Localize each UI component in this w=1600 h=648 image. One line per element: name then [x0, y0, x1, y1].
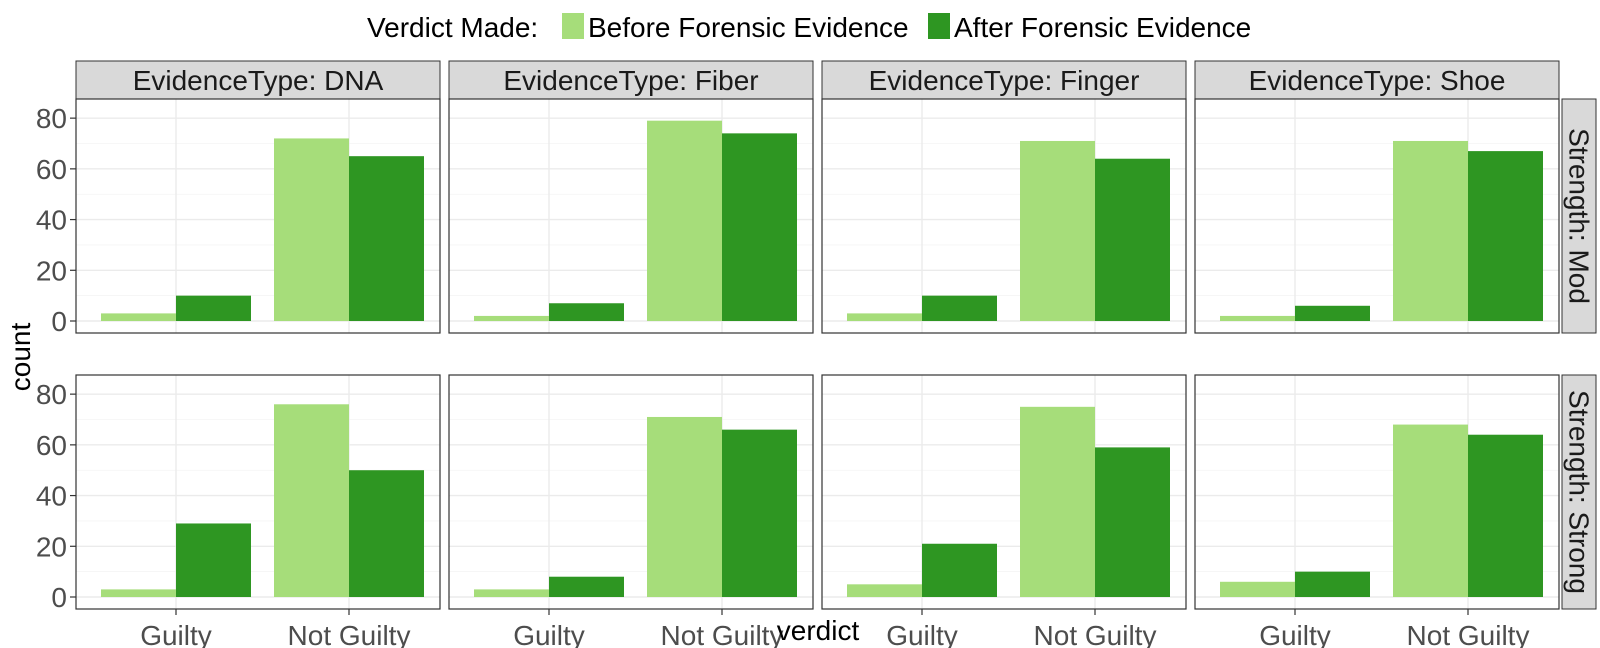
bar-before-forensic-evidence-not-guilty: [1020, 140, 1095, 321]
legend-swatch-after: [928, 13, 950, 39]
bar-before-forensic-evidence-guilty: [1220, 315, 1295, 321]
strip-label: EvidenceType: Shoe: [1249, 65, 1506, 96]
strip-label: EvidenceType: Fiber: [503, 65, 758, 96]
strip-label: Strength: Mod: [1564, 128, 1595, 304]
x-tick-label: Not Guilty: [1034, 620, 1157, 648]
bar-after-forensic-evidence-guilty: [176, 295, 251, 321]
y-tick-label: 80: [36, 103, 67, 134]
bar-before-forensic-evidence-guilty: [847, 313, 922, 321]
bar-after-forensic-evidence-not-guilty: [722, 133, 797, 321]
bar-before-forensic-evidence-not-guilty: [274, 138, 349, 321]
panel-evidencetype-dna-strength-mod: 0 20 40 60 80: [36, 98, 441, 337]
x-tick-label: Guilty: [513, 620, 585, 648]
strip-background: [1561, 374, 1597, 610]
panel-border: [1194, 98, 1560, 334]
strip-background: [1561, 98, 1597, 334]
x-tick-label: Not Guilty: [1407, 620, 1530, 648]
panel-evidencetype-finger-strength-mod: [821, 98, 1187, 334]
y-tick-label: 40: [36, 481, 67, 512]
x-axis-title: verdict: [777, 615, 860, 646]
x-tick-label: Guilty: [1259, 620, 1331, 648]
y-tick-label: 20: [36, 255, 67, 286]
bar-before-forensic-evidence-guilty: [474, 315, 549, 321]
panel-evidencetype-finger-strength-strong: Guilty Not Guilty: [821, 374, 1187, 648]
y-tick-label: 0: [51, 582, 67, 613]
strip-strength-strong: Strength: Strong: [1561, 374, 1597, 610]
legend-swatch-before: [562, 13, 584, 39]
bar-after-forensic-evidence-guilty: [176, 523, 251, 597]
panels-area: EvidenceType: DNA EvidenceType: Fiber Evid…: [36, 60, 1597, 648]
bar-after-forensic-evidence-guilty: [549, 576, 624, 597]
panel-evidencetype-fiber-strength-strong: Guilty Not Guilty: [448, 374, 814, 648]
strip-evidencetype-shoe: EvidenceType: Shoe: [1194, 60, 1560, 100]
bar-before-forensic-evidence-not-guilty: [647, 120, 722, 321]
bar-before-forensic-evidence-guilty: [847, 584, 922, 597]
bar-after-forensic-evidence-not-guilty: [349, 156, 424, 321]
bar-after-forensic-evidence-not-guilty: [1468, 151, 1543, 321]
bar-after-forensic-evidence-not-guilty: [722, 429, 797, 597]
legend: Verdict Made: Before Forensic Evidence A…: [367, 12, 1251, 43]
legend-label-after: After Forensic Evidence: [954, 12, 1251, 43]
panel-border: [448, 98, 814, 334]
bar-before-forensic-evidence-guilty: [474, 589, 549, 597]
panel-evidencetype-dna-strength-strong: 0 20 40 60 80 Guilty Not Guilty: [36, 374, 441, 648]
x-tick-label: Guilty: [886, 620, 958, 648]
strip-background: [1194, 60, 1560, 100]
panel-evidencetype-fiber-strength-mod: [448, 98, 814, 334]
y-tick-label: 40: [36, 205, 67, 236]
panel-evidencetype-shoe-strength-strong: Guilty Not Guilty: [1194, 374, 1560, 648]
y-tick-label: 80: [36, 379, 67, 410]
bar-before-forensic-evidence-guilty: [101, 589, 176, 597]
panel-evidencetype-shoe-strength-mod: [1194, 98, 1560, 334]
strip-label: EvidenceType: DNA: [133, 65, 384, 96]
strip-evidencetype-fiber: EvidenceType: Fiber: [448, 60, 814, 100]
bar-before-forensic-evidence-guilty: [101, 313, 176, 321]
legend-label-before: Before Forensic Evidence: [588, 12, 909, 43]
bar-before-forensic-evidence-not-guilty: [1393, 140, 1468, 321]
x-tick-label: Guilty: [140, 620, 212, 648]
y-tick-label: 0: [51, 306, 67, 337]
panel-border: [75, 374, 441, 610]
y-axis-title: count: [5, 323, 36, 392]
panel-border: [821, 98, 1187, 334]
bar-after-forensic-evidence-guilty: [922, 295, 997, 321]
panel-border: [75, 98, 441, 334]
strip-background: [75, 60, 441, 100]
strip-evidencetype-dna: EvidenceType: DNA: [75, 60, 441, 100]
bar-after-forensic-evidence-guilty: [1295, 305, 1370, 321]
strip-background: [821, 60, 1187, 100]
bar-before-forensic-evidence-not-guilty: [1020, 406, 1095, 597]
strip-background: [448, 60, 814, 100]
x-tick-label: Not Guilty: [288, 620, 411, 648]
y-tick-label: 60: [36, 154, 67, 185]
panel-border: [1194, 374, 1560, 610]
bar-after-forensic-evidence-guilty: [549, 303, 624, 321]
strip-strength-mod: Strength: Mod: [1561, 98, 1597, 334]
panel-border: [821, 374, 1187, 610]
panel-border: [448, 374, 814, 610]
bar-after-forensic-evidence-not-guilty: [1095, 447, 1170, 597]
strip-label: EvidenceType: Finger: [869, 65, 1140, 96]
y-tick-label: 20: [36, 531, 67, 562]
legend-title: Verdict Made:: [367, 12, 538, 43]
bar-before-forensic-evidence-not-guilty: [1393, 424, 1468, 597]
bar-after-forensic-evidence-not-guilty: [1468, 434, 1543, 597]
strip-label: Strength: Strong: [1564, 390, 1595, 594]
y-tick-label: 60: [36, 430, 67, 461]
bar-after-forensic-evidence-guilty: [1295, 571, 1370, 597]
bar-after-forensic-evidence-not-guilty: [349, 470, 424, 597]
bar-before-forensic-evidence-not-guilty: [274, 404, 349, 597]
bar-before-forensic-evidence-guilty: [1220, 581, 1295, 597]
strip-evidencetype-finger: EvidenceType: Finger: [821, 60, 1187, 100]
bar-before-forensic-evidence-not-guilty: [647, 416, 722, 597]
x-tick-label: Not Guilty: [661, 620, 784, 648]
bar-after-forensic-evidence-not-guilty: [1095, 158, 1170, 321]
bar-after-forensic-evidence-guilty: [922, 543, 997, 597]
